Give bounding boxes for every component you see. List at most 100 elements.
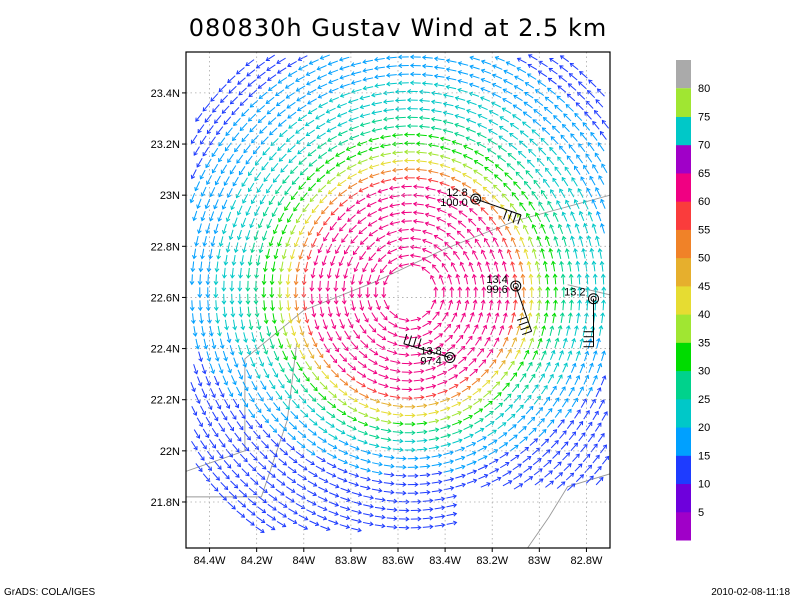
arrow-head — [343, 478, 348, 483]
arrow-head — [382, 108, 388, 113]
arrow-shaft — [251, 381, 258, 391]
arrow-head — [579, 386, 584, 391]
arrow-head — [417, 525, 422, 531]
wind-arrow — [368, 155, 380, 161]
arrow-shaft — [295, 274, 298, 285]
wind-arrow — [349, 287, 355, 299]
arrow-head — [211, 169, 216, 174]
arrow-shaft — [336, 306, 340, 317]
arrow-head — [396, 386, 401, 391]
arrow-shaft — [481, 60, 492, 65]
arrow-shaft — [434, 515, 445, 519]
arrow-head — [332, 393, 337, 398]
arrow-shaft — [280, 164, 289, 173]
arrow-head — [311, 441, 317, 446]
arrow-head — [503, 371, 508, 376]
wind-arrow — [450, 262, 457, 272]
arrow-shaft — [514, 349, 521, 360]
wind-arrow — [398, 352, 410, 358]
wind-arrow — [316, 348, 324, 359]
arrow-head — [488, 299, 494, 304]
arrow-head — [377, 188, 382, 194]
arrow-head — [435, 436, 440, 442]
wind-arrow — [240, 217, 247, 229]
wind-arrow — [201, 388, 208, 399]
wind-arrow — [267, 356, 273, 367]
wind-arrow — [430, 90, 442, 96]
wind-arrow — [251, 441, 260, 451]
arrow-head — [393, 498, 398, 504]
wind-arrow — [458, 200, 469, 208]
wind-arrow — [413, 368, 425, 374]
wind-arrow — [298, 64, 308, 71]
arrow-shaft — [348, 98, 359, 103]
wind-arrow — [284, 201, 291, 212]
arrow-head — [352, 355, 358, 361]
wind-arrow — [328, 501, 340, 507]
arrow-head — [287, 344, 292, 349]
arrow-head — [522, 224, 528, 229]
arrow-shaft — [503, 393, 512, 402]
wind-arrow — [306, 88, 317, 95]
arrow-shaft — [419, 125, 430, 128]
wind-arrow — [570, 235, 575, 247]
wind-arrow — [347, 256, 353, 267]
wind-arrow — [561, 176, 569, 187]
arrow-head — [337, 192, 343, 197]
arrow-head — [540, 418, 545, 423]
arrow-shaft — [308, 393, 317, 402]
arrow-head — [280, 319, 285, 324]
arrow-head — [474, 238, 479, 243]
arrow-head — [296, 139, 301, 144]
wind-arrow — [531, 223, 538, 235]
wind-arrow — [463, 414, 474, 421]
wind-arrow — [424, 221, 436, 227]
wind-arrow — [419, 472, 431, 478]
arrow-shaft — [440, 443, 451, 447]
wind-arrow — [528, 201, 536, 211]
arrow-shaft — [498, 432, 507, 440]
wind-arrow — [369, 434, 380, 440]
wind-arrow — [288, 508, 298, 515]
arrow-head — [302, 423, 308, 428]
arrow-head — [415, 132, 421, 138]
arrow-shaft — [258, 356, 264, 367]
wind-arrow — [284, 82, 295, 89]
arrow-head — [409, 227, 415, 233]
arrow-shaft — [272, 207, 278, 217]
arrow-shaft — [268, 379, 276, 389]
wind-arrow — [483, 237, 491, 248]
arrow-shaft — [315, 113, 325, 120]
arrow-shaft — [560, 134, 569, 143]
arrow-shaft — [499, 126, 509, 133]
wind-arrow — [211, 163, 219, 174]
arrow-head — [564, 248, 570, 253]
arrow-shaft — [329, 380, 338, 388]
wind-arrow — [269, 152, 277, 161]
arrow-head — [282, 179, 287, 184]
arrow-shaft — [367, 274, 372, 285]
arrow-shaft — [241, 108, 250, 117]
arrow-head — [197, 229, 202, 234]
arrow-head — [567, 463, 572, 468]
arrow-shaft — [233, 217, 238, 228]
wind-arrow — [327, 306, 333, 318]
wind-arrow — [221, 199, 228, 210]
arrow-shaft — [586, 274, 589, 285]
arrow-head — [502, 88, 507, 93]
arrow-shaft — [212, 163, 219, 173]
arrow-head — [481, 359, 487, 364]
arrow-head — [368, 256, 373, 261]
arrow-head — [392, 176, 397, 182]
arrow-head — [334, 502, 340, 507]
arrow-shaft — [282, 401, 290, 410]
wind-arrow — [371, 263, 378, 273]
arrow-head — [355, 455, 360, 460]
arrow-head — [379, 134, 385, 140]
arrow-shaft — [307, 249, 312, 260]
arrow-head — [314, 220, 319, 225]
arrow-head — [232, 415, 237, 420]
arrow-shaft — [489, 274, 493, 285]
wind-arrow — [378, 224, 389, 230]
arrow-shaft — [315, 413, 325, 421]
